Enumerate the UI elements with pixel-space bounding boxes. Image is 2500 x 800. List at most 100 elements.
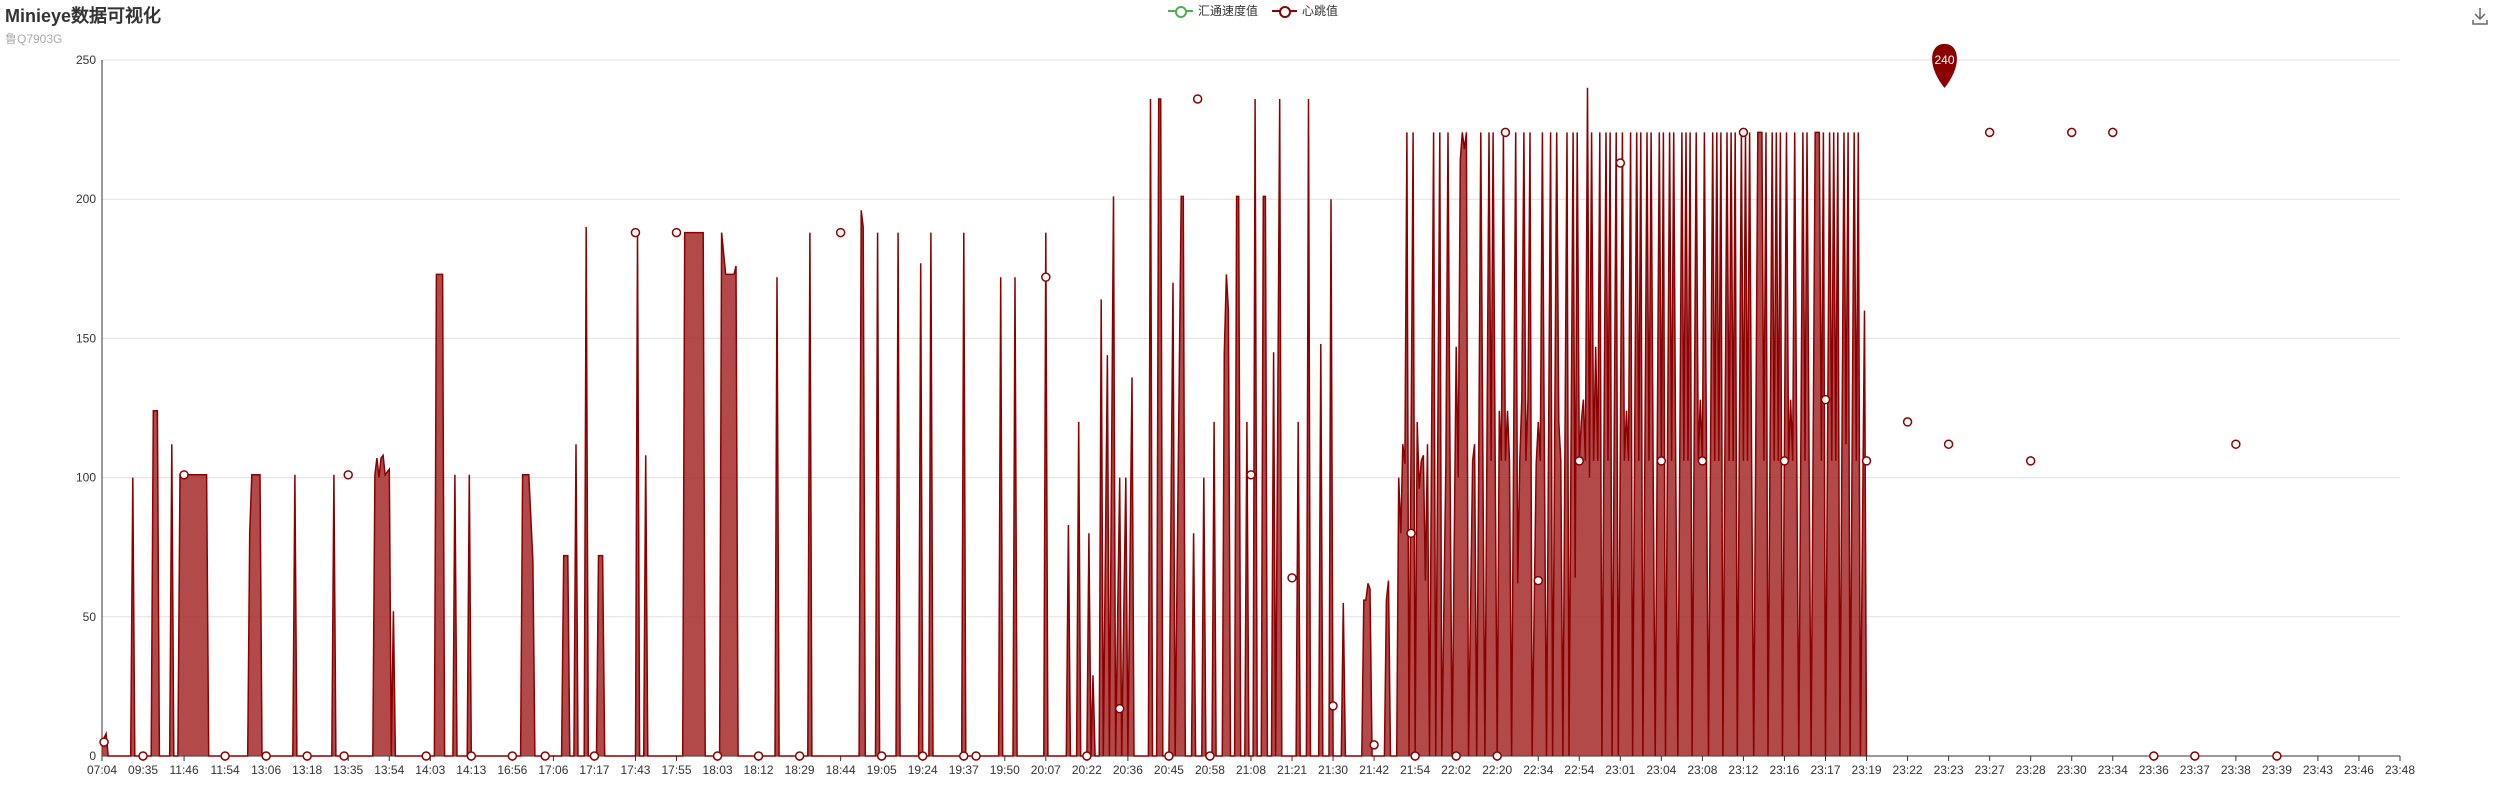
- x-tick-label: 23:04: [1646, 763, 1676, 777]
- heartbeat-line: [101, 87, 1868, 757]
- x-tick-label: 20:07: [1031, 763, 1061, 777]
- data-point: [466, 751, 477, 761]
- data-point: [2149, 751, 2159, 761]
- data-point: [1615, 158, 1626, 168]
- x-tick-label: 07:04: [87, 763, 117, 777]
- data-point: [1943, 439, 1954, 449]
- data-point: [2025, 456, 2036, 466]
- y-tick-label: 250: [76, 53, 96, 67]
- y-tick-label: 0: [89, 749, 96, 763]
- x-tick-label: 23:28: [2016, 763, 2046, 777]
- x-tick-label: 21:08: [1236, 763, 1266, 777]
- data-point: [794, 751, 805, 761]
- x-tick-label: 21:42: [1359, 763, 1389, 777]
- x-tick-label: 23:27: [1975, 763, 2005, 777]
- x-tick-label: 14:03: [415, 763, 445, 777]
- data-point: [712, 751, 723, 761]
- x-tick-label: 13:54: [374, 763, 404, 777]
- data-point: [1861, 456, 1872, 466]
- x-tick-label: 22:20: [1482, 763, 1512, 777]
- data-point: [1984, 127, 1995, 138]
- x-tick-label: 20:58: [1195, 763, 1225, 777]
- x-tick-label: 23:38: [2221, 763, 2251, 777]
- x-tick-label: 11:46: [170, 763, 199, 777]
- x-tick-label: 11:54: [211, 763, 240, 777]
- data-point: [1114, 703, 1125, 714]
- x-tick-label: 19:24: [908, 763, 938, 777]
- x-tick-label: 14:13: [456, 763, 486, 777]
- x-tick-label: 22:02: [1441, 763, 1471, 777]
- chart-title: Minieye数据可视化: [5, 6, 162, 26]
- data-point: [1164, 751, 1174, 761]
- data-point: [507, 751, 518, 761]
- legend-item-speed[interactable]: 汇通速度值: [1168, 2, 1258, 19]
- data-point: [2190, 751, 2200, 761]
- x-tick-label: 21:54: [1400, 763, 1430, 777]
- x-tick-label: 13:35: [333, 763, 363, 777]
- data-point: [753, 751, 764, 761]
- x-tick-label: 16:56: [497, 763, 527, 777]
- data-point: [2231, 439, 2241, 449]
- data-point: [343, 470, 353, 480]
- x-tick-label: 20:22: [1072, 763, 1102, 777]
- x-tick-label: 23:36: [2139, 763, 2169, 777]
- data-point: [1410, 751, 1420, 761]
- data-point: [99, 737, 109, 747]
- data-point: [421, 751, 431, 761]
- y-tick-label: 100: [76, 471, 96, 485]
- data-point: [138, 751, 148, 761]
- x-tick-label: 23:12: [1728, 763, 1758, 777]
- x-tick-label: 18:03: [703, 763, 733, 777]
- data-point: [971, 751, 981, 761]
- data-point: [1287, 573, 1297, 583]
- data-point: [1656, 456, 1667, 466]
- data-point: [671, 227, 682, 238]
- x-tick-label: 21:21: [1277, 763, 1307, 777]
- x-tick-label: 19:50: [990, 763, 1020, 777]
- x-tick-label: 22:54: [1564, 763, 1594, 777]
- x-tick-label: 23:37: [2180, 763, 2210, 777]
- data-point: [2066, 127, 2077, 138]
- x-tick-label: 17:43: [620, 763, 650, 777]
- data-point: [1082, 751, 1092, 761]
- data-point: [1451, 751, 1461, 761]
- legend-item-heartbeat[interactable]: 心跳值: [1272, 2, 1338, 19]
- data-point: [917, 751, 928, 761]
- x-tick-label: 20:36: [1113, 763, 1143, 777]
- data-point: [540, 751, 550, 761]
- data-point: [179, 470, 189, 480]
- x-tick-label: 17:06: [538, 763, 568, 777]
- data-point: [630, 227, 641, 238]
- x-tick-label: 18:44: [826, 763, 856, 777]
- data-point: [1369, 740, 1379, 750]
- data-point: [1738, 127, 1749, 138]
- data-point: [1533, 575, 1543, 586]
- x-tick-label: 23:23: [1934, 763, 1964, 777]
- data-point: [589, 751, 600, 761]
- data-point: [1902, 417, 1913, 427]
- legend-speed-label: 汇通速度值: [1198, 4, 1259, 18]
- data-point: [1697, 456, 1708, 466]
- x-tick-label: 23:48: [2385, 763, 2415, 777]
- x-tick-label: 23:46: [2344, 763, 2374, 777]
- x-tick-label: 23:34: [2098, 763, 2128, 777]
- x-tick-label: 19:05: [867, 763, 897, 777]
- data-point: [2272, 751, 2282, 761]
- legend-speed-icon: [1168, 4, 1193, 18]
- y-tick-label: 200: [76, 192, 96, 206]
- data-point: [1328, 701, 1338, 711]
- data-point: [876, 751, 887, 761]
- data-point: [1492, 751, 1502, 761]
- x-tick-label: 13:06: [251, 763, 281, 777]
- x-tick-label: 23:22: [1893, 763, 1923, 777]
- x-tick-label: 23:30: [2057, 763, 2087, 777]
- data-point: [959, 751, 969, 761]
- download-icon[interactable]: [2470, 6, 2490, 26]
- legend-heartbeat-label: 心跳值: [1302, 4, 1339, 18]
- x-tick-label: 23:01: [1605, 763, 1635, 777]
- data-point: [1192, 94, 1203, 104]
- data-point: [302, 751, 312, 761]
- y-tick-label: 50: [83, 610, 97, 624]
- x-tick-label: 23:43: [2303, 763, 2333, 777]
